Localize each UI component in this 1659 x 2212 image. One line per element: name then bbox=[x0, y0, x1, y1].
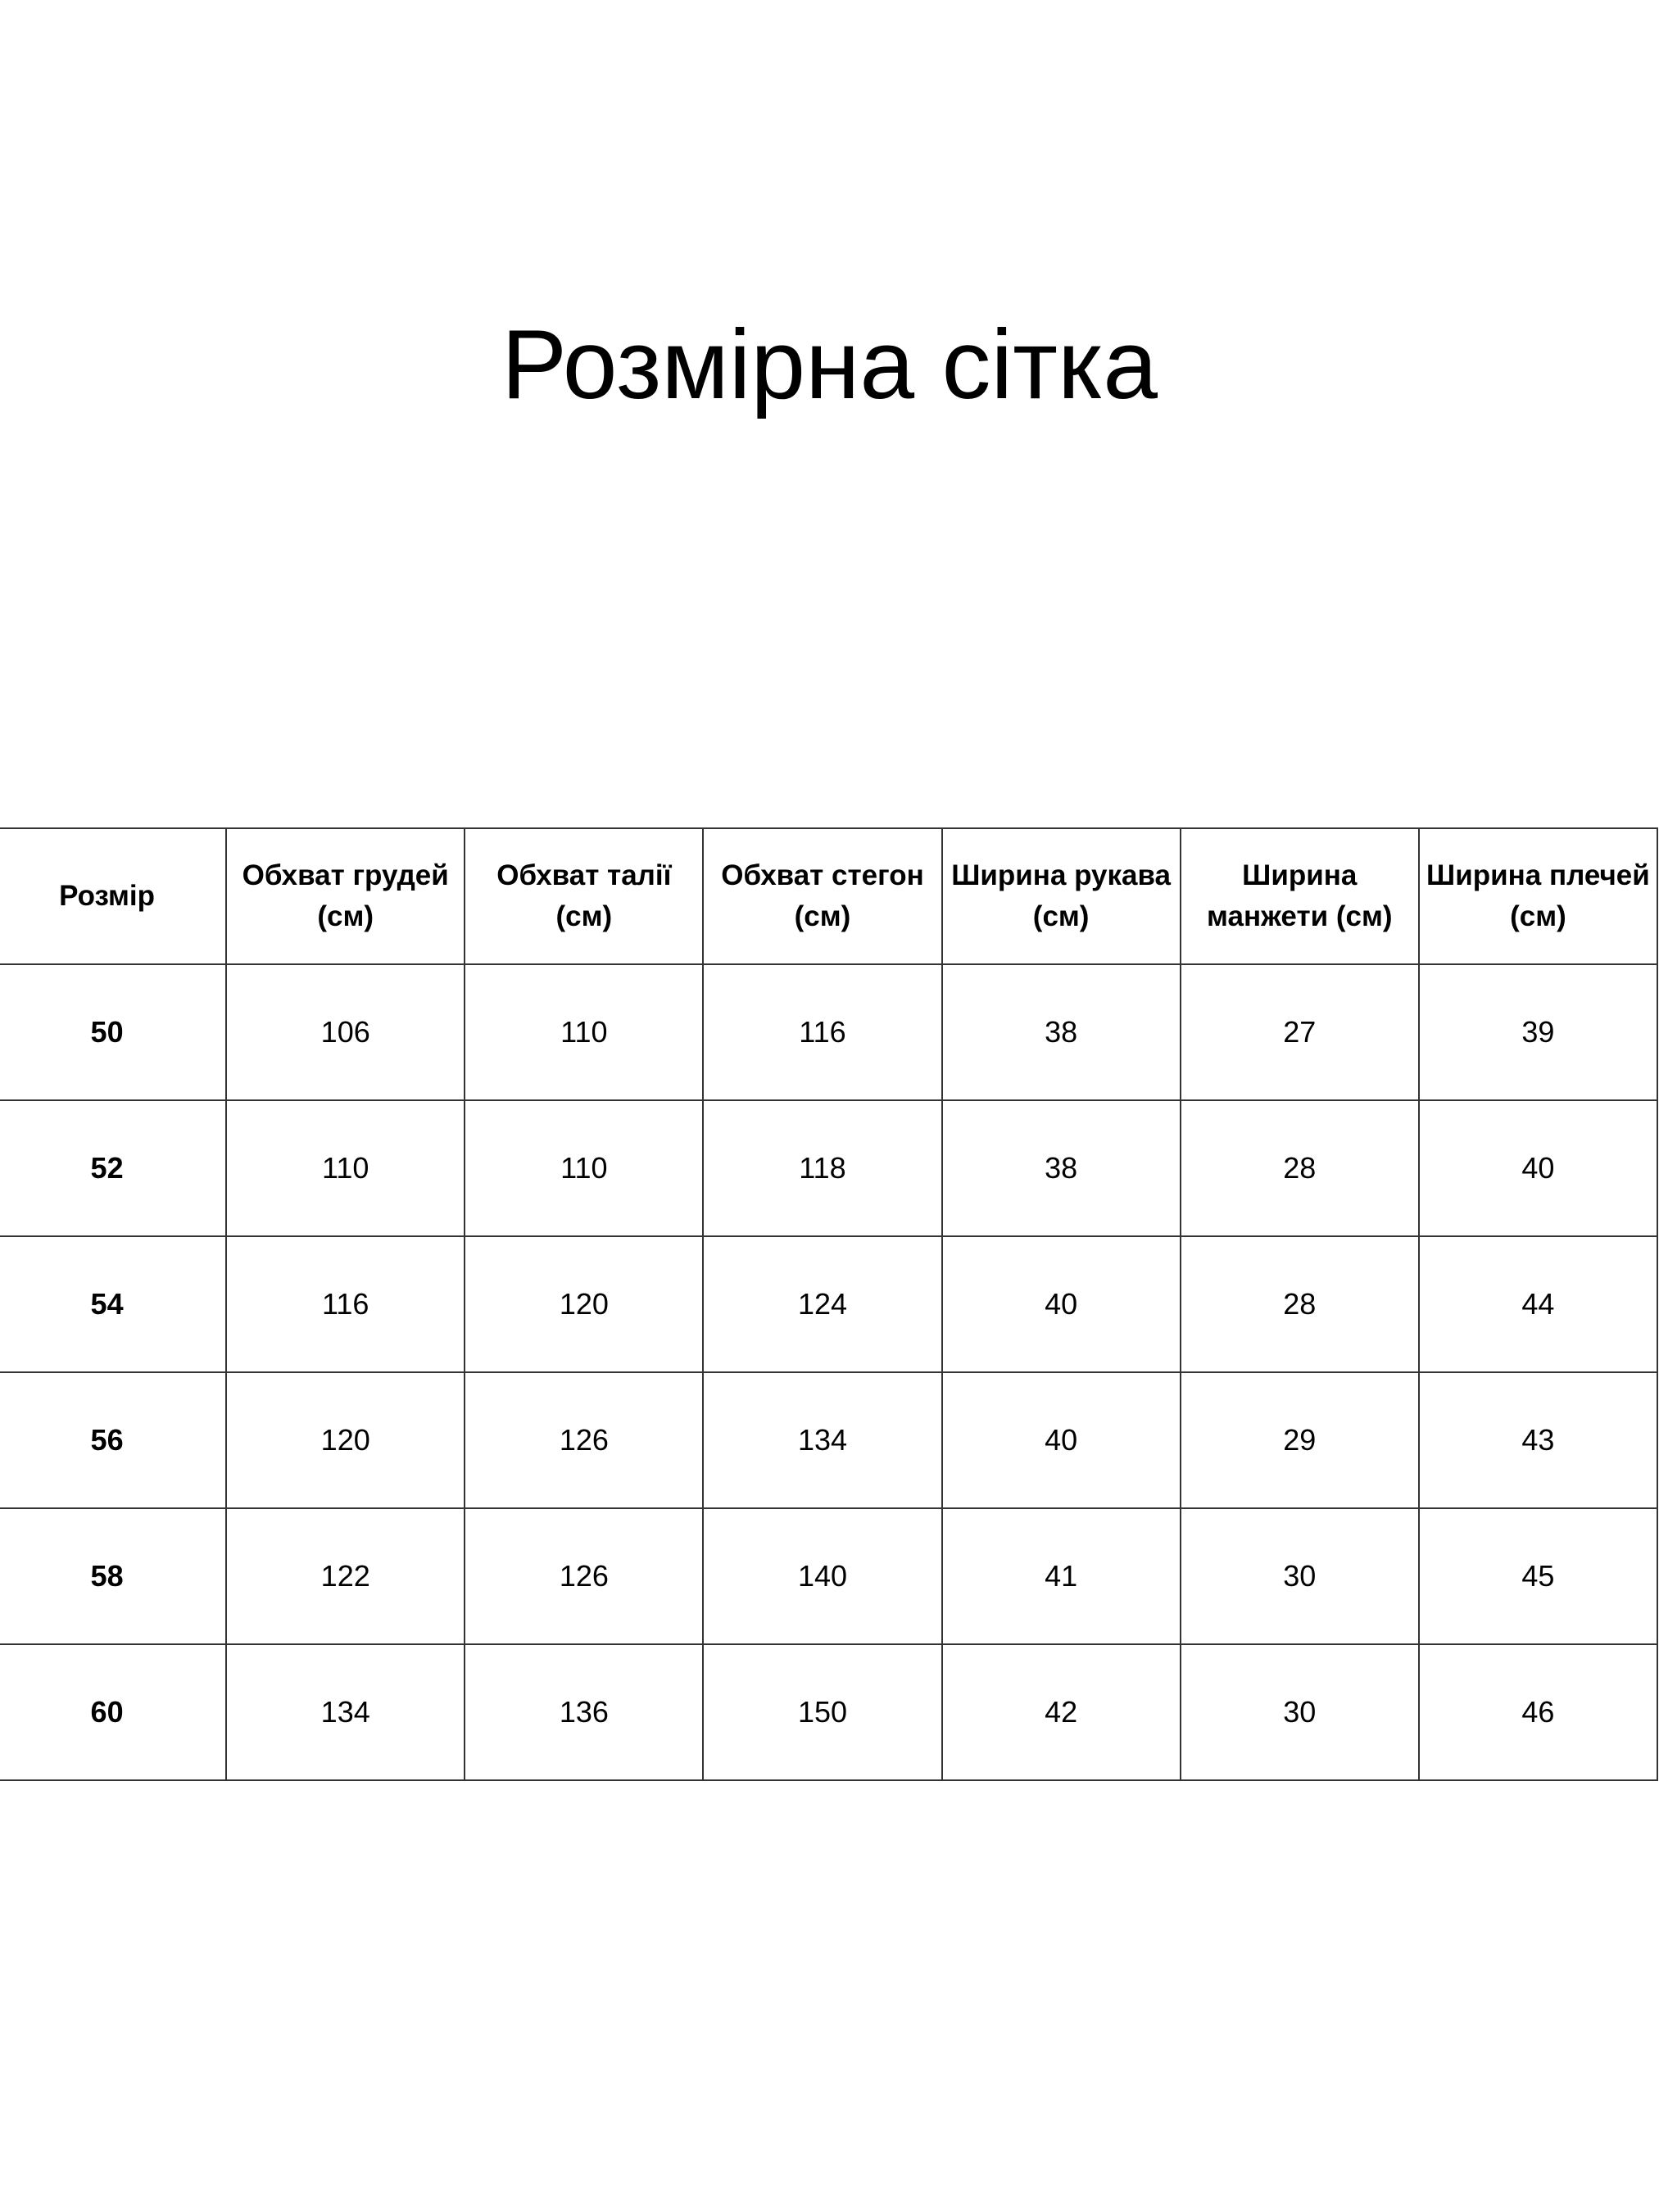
measurement-cell: 46 bbox=[1417, 1643, 1659, 1781]
measurement-cell: 43 bbox=[1417, 1371, 1659, 1509]
measurement-cell: 40 bbox=[1417, 1099, 1659, 1237]
measurement-cell: 29 bbox=[1179, 1371, 1420, 1509]
column-header: Ширина рукава (см) bbox=[941, 827, 1181, 965]
measurement-cell: 30 bbox=[1179, 1643, 1420, 1781]
page-title: Розмірна сітка bbox=[501, 310, 1158, 419]
size-cell: 58 bbox=[0, 1507, 228, 1645]
column-header: Розмір bbox=[0, 827, 228, 965]
measurement-cell: 28 bbox=[1179, 1099, 1420, 1237]
size-cell: 52 bbox=[0, 1099, 228, 1237]
measurement-cell: 126 bbox=[464, 1507, 705, 1645]
column-header: Обхват грудей (см) bbox=[225, 827, 466, 965]
table-row: 56 120 126 134 40 29 43 bbox=[0, 1371, 1659, 1509]
column-header: Ширина манжети (см) bbox=[1179, 827, 1420, 965]
table-row: 58 122 126 140 41 30 45 bbox=[0, 1507, 1659, 1645]
column-header: Обхват талії (см) bbox=[464, 827, 705, 965]
table-row: 60 134 136 150 42 30 46 bbox=[0, 1643, 1659, 1781]
measurement-cell: 40 bbox=[941, 1371, 1181, 1509]
measurement-cell: 41 bbox=[941, 1507, 1181, 1645]
measurement-cell: 120 bbox=[225, 1371, 466, 1509]
measurement-cell: 40 bbox=[941, 1235, 1181, 1373]
measurement-cell: 27 bbox=[1179, 963, 1420, 1101]
size-cell: 54 bbox=[0, 1235, 228, 1373]
table-header-row: Розмір Обхват грудей (см) Обхват талії (см… bbox=[0, 827, 1659, 965]
measurement-cell: 110 bbox=[464, 1099, 705, 1237]
measurement-cell: 118 bbox=[702, 1099, 943, 1237]
measurement-cell: 136 bbox=[464, 1643, 705, 1781]
measurement-cell: 106 bbox=[225, 963, 466, 1101]
measurement-cell: 116 bbox=[225, 1235, 466, 1373]
measurement-cell: 28 bbox=[1179, 1235, 1420, 1373]
measurement-cell: 124 bbox=[702, 1235, 943, 1373]
measurement-cell: 150 bbox=[702, 1643, 943, 1781]
column-header: Ширина плечей (см) bbox=[1417, 827, 1659, 965]
measurement-cell: 116 bbox=[702, 963, 943, 1101]
measurement-cell: 30 bbox=[1179, 1507, 1420, 1645]
measurement-cell: 140 bbox=[702, 1507, 943, 1645]
measurement-cell: 44 bbox=[1417, 1235, 1659, 1373]
table-row: 52 110 110 118 38 28 40 bbox=[0, 1099, 1659, 1237]
measurement-cell: 110 bbox=[464, 963, 705, 1101]
size-cell: 56 bbox=[0, 1371, 228, 1509]
table-row: 50 106 110 116 38 27 39 bbox=[0, 963, 1659, 1101]
measurement-cell: 122 bbox=[225, 1507, 466, 1645]
measurement-cell: 38 bbox=[941, 1099, 1181, 1237]
measurement-cell: 126 bbox=[464, 1371, 705, 1509]
size-cell: 60 bbox=[0, 1643, 228, 1781]
measurement-cell: 45 bbox=[1417, 1507, 1659, 1645]
table-row: 54 116 120 124 40 28 44 bbox=[0, 1235, 1659, 1373]
measurement-cell: 110 bbox=[225, 1099, 466, 1237]
measurement-cell: 39 bbox=[1417, 963, 1659, 1101]
column-header: Обхват стегон (см) bbox=[702, 827, 943, 965]
size-cell: 50 bbox=[0, 963, 228, 1101]
measurement-cell: 38 bbox=[941, 963, 1181, 1101]
measurement-cell: 120 bbox=[464, 1235, 705, 1373]
measurement-cell: 42 bbox=[941, 1643, 1181, 1781]
size-chart-table: Розмір Обхват грудей (см) Обхват талії (см… bbox=[0, 827, 1659, 1781]
measurement-cell: 134 bbox=[225, 1643, 466, 1781]
measurement-cell: 134 bbox=[702, 1371, 943, 1509]
